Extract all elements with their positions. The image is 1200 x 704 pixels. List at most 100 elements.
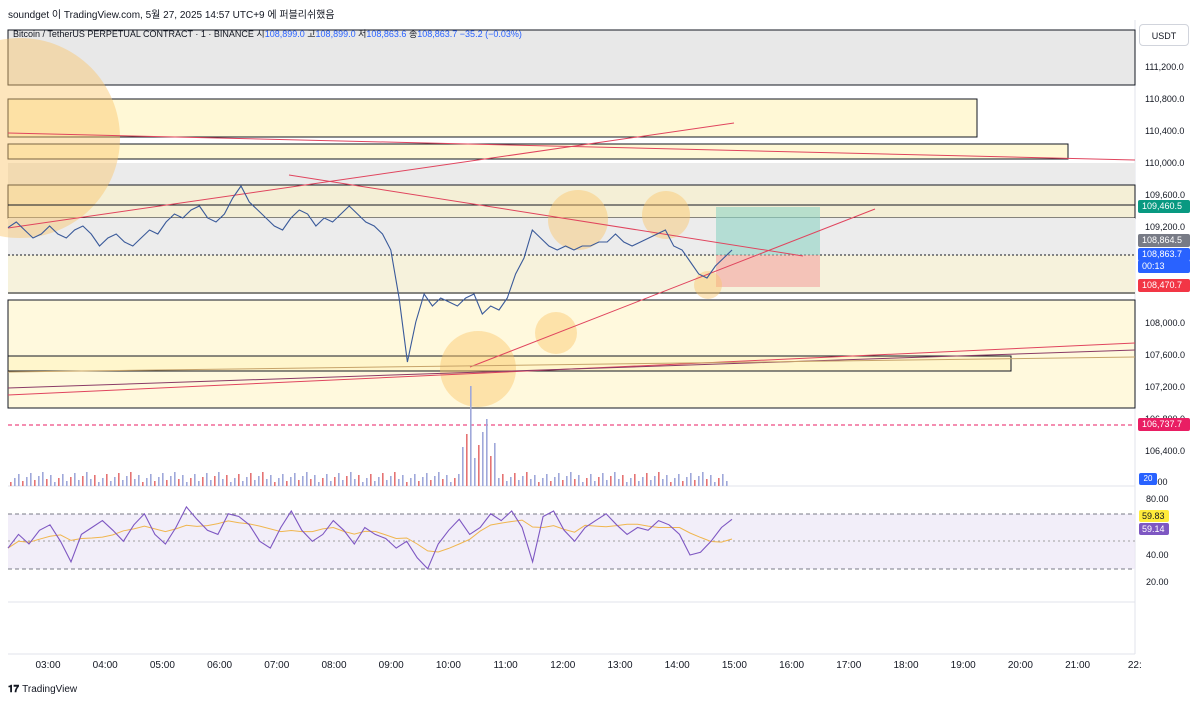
volume-bar bbox=[370, 474, 372, 486]
volume-bar bbox=[182, 475, 184, 486]
volume-bar bbox=[322, 478, 324, 486]
rsi-value: 59.14 bbox=[1139, 523, 1169, 535]
volume-bar bbox=[450, 482, 452, 486]
time-tick: 05:00 bbox=[149, 660, 175, 671]
volume-bar bbox=[102, 478, 104, 486]
volume-bar bbox=[438, 472, 440, 486]
volume-bar bbox=[586, 478, 588, 486]
volume-bar bbox=[578, 475, 580, 486]
low-value: 108,863.6 bbox=[366, 29, 407, 39]
volume-bar bbox=[210, 480, 212, 486]
volume-bar bbox=[658, 472, 660, 486]
volume-bar bbox=[350, 472, 352, 486]
volume-bar bbox=[354, 479, 356, 486]
price-label-support: 106,737.7 bbox=[1138, 418, 1190, 431]
tradingview-brand[interactable]: 𝟏𝟕 TradingView bbox=[8, 684, 77, 695]
brand-name: TradingView bbox=[22, 684, 78, 695]
zone-yellow-lower bbox=[7, 299, 1136, 409]
volume-bar bbox=[414, 474, 416, 486]
volume-bar bbox=[418, 481, 420, 486]
price-tick: 106,400.0 bbox=[1145, 446, 1186, 456]
volume-bar bbox=[186, 482, 188, 486]
volume-bar bbox=[474, 458, 476, 486]
volume-bar bbox=[282, 474, 284, 486]
highlight-circle-large bbox=[0, 38, 120, 238]
volume-bar bbox=[58, 478, 60, 486]
zone-tan bbox=[7, 184, 1136, 219]
price-label-stop: 108,470.7 bbox=[1138, 279, 1190, 292]
volume-bar bbox=[118, 473, 120, 486]
volume-bar bbox=[306, 472, 308, 486]
price-tick: 111,200.0 bbox=[1145, 62, 1184, 72]
volume-bar bbox=[82, 476, 84, 486]
volume-bar bbox=[26, 477, 28, 486]
volume-bar bbox=[702, 472, 704, 486]
tradingview-logo-icon: 𝟏𝟕 bbox=[8, 684, 20, 695]
position-target-zone[interactable] bbox=[716, 207, 820, 255]
volume-bar bbox=[518, 480, 520, 486]
volume-bar bbox=[38, 476, 40, 486]
volume-bar bbox=[190, 478, 192, 486]
volume-bar bbox=[570, 472, 572, 486]
price-tick: 109,600.0 bbox=[1145, 190, 1186, 200]
volume-bar bbox=[666, 475, 668, 486]
volume-bar bbox=[346, 476, 348, 486]
volume-bar bbox=[330, 481, 332, 486]
zone-pale-yellow bbox=[8, 255, 1135, 294]
volume-bar bbox=[618, 479, 620, 486]
volume-bar bbox=[62, 474, 64, 486]
volume-bar bbox=[170, 476, 172, 486]
time-tick: 19:00 bbox=[950, 660, 976, 671]
volume-bar bbox=[174, 472, 176, 486]
time-tick: 17:00 bbox=[836, 660, 862, 671]
volume-bar bbox=[230, 482, 232, 486]
volume-bar bbox=[98, 482, 100, 486]
volume-bar bbox=[582, 482, 584, 486]
volume-bar bbox=[630, 478, 632, 486]
volume-bar bbox=[10, 482, 12, 486]
volume-bar bbox=[406, 482, 408, 486]
volume-bar bbox=[542, 478, 544, 486]
volume-bar bbox=[18, 474, 20, 486]
volume-bar bbox=[694, 480, 696, 486]
volume-bar bbox=[642, 477, 644, 486]
volume-bar bbox=[142, 482, 144, 486]
volume-bar bbox=[514, 473, 516, 486]
volume-bar bbox=[546, 474, 548, 486]
volume-bar bbox=[538, 482, 540, 486]
volume-bar bbox=[206, 473, 208, 486]
volume-bar bbox=[598, 477, 600, 486]
volume-bar bbox=[634, 474, 636, 486]
time-tick: 22: bbox=[1127, 660, 1142, 671]
volume-bar bbox=[410, 478, 412, 486]
price-tick: 107,200.0 bbox=[1145, 382, 1186, 392]
volume-bar bbox=[610, 476, 612, 486]
volume-bar bbox=[278, 478, 280, 486]
volume-bar bbox=[494, 443, 496, 486]
volume-bar bbox=[114, 477, 116, 486]
volume-bar bbox=[366, 478, 368, 486]
volume-bar bbox=[214, 476, 216, 486]
price-axis[interactable]: 111,200.0 110,800.0 110,400.0 110,000.0 … bbox=[1137, 20, 1192, 487]
volume-bar bbox=[402, 475, 404, 486]
volume-bar bbox=[50, 475, 52, 486]
volume-bar bbox=[502, 474, 504, 486]
volume-bar bbox=[670, 482, 672, 486]
time-tick: 11:00 bbox=[493, 660, 518, 671]
volume-bar bbox=[294, 473, 296, 486]
currency-selector[interactable]: USDT bbox=[1139, 24, 1189, 46]
time-tick: 13:00 bbox=[607, 660, 633, 671]
volume-bar bbox=[398, 479, 400, 486]
symbol-legend[interactable]: Bitcoin / TetherUS PERPETUAL CONTRACT · … bbox=[13, 27, 522, 40]
volume-bar bbox=[258, 476, 260, 486]
volume-bar bbox=[138, 475, 140, 486]
position-stop-zone[interactable] bbox=[716, 255, 820, 287]
volume-bar bbox=[550, 481, 552, 486]
volume-bar bbox=[602, 473, 604, 486]
volume-bar bbox=[334, 477, 336, 486]
volume-bar bbox=[422, 477, 424, 486]
close-value: 108,863.7 bbox=[417, 29, 458, 39]
rsi-tick: 40.00 bbox=[1146, 550, 1169, 560]
volume-bar bbox=[378, 477, 380, 486]
